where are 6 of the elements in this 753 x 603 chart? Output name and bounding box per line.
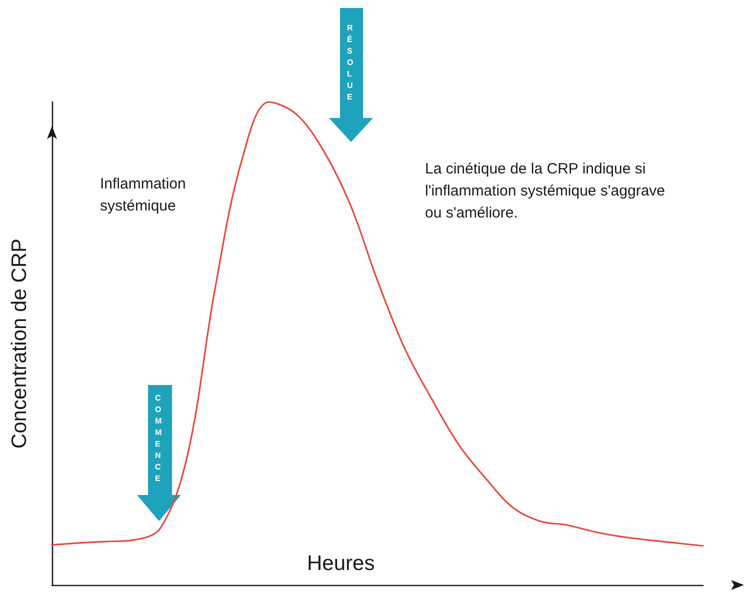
y-axis-title: Concentration de CRP xyxy=(8,238,31,449)
annotation: La cinétique de la CRP indique si l'inflammation systémique s'aggrave ou s'améliore. xyxy=(425,160,670,222)
annotation: COMMENCE xyxy=(155,393,162,483)
text: RÉSOLUE xyxy=(347,23,354,102)
x-axis-title: Heures xyxy=(307,552,375,575)
annotation: Inflammation systémique xyxy=(100,176,190,214)
